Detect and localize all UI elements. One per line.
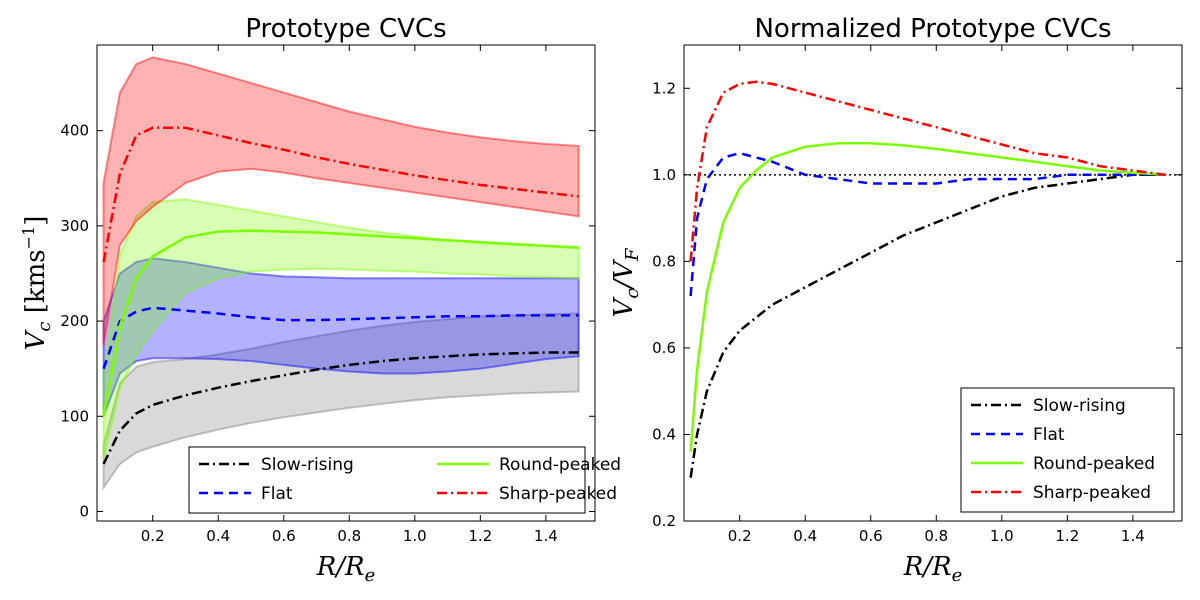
series-line-sharp-peaked: [689, 80, 1166, 262]
left-chart-x-axis-label: R/Re: [316, 552, 376, 586]
left-chart-title: Prototype CVCs: [245, 14, 446, 44]
series-line-sharp-peaked: [102, 126, 579, 263]
x-tick-label: 1.2: [468, 527, 492, 545]
y-tick-label: 0: [79, 502, 89, 520]
right-chart-ticks: 0.2 0.4 0.6 0.8 1.0 1.2 1.4 0.2 0.4 0.6 0.8 1.0 1.2: [652, 45, 1182, 545]
x-tick-label: 0.6: [272, 527, 296, 545]
band-slow-rising: [102, 312, 580, 491]
series-line-flat: [102, 306, 579, 370]
band-sharp-peaked: [102, 56, 580, 346]
y-tick-label: 0.8: [652, 252, 676, 270]
left-chart-frame: [96, 44, 596, 522]
right-chart-frame: [683, 44, 1183, 522]
right-chart-panel: Normalized Prototype CVCs 0.2 0.4 0.6 0.8 1.…: [609, 14, 1183, 586]
legend-label-sharp-peaked: Sharp-peaked: [499, 484, 617, 504]
y-tick-label: 0.4: [652, 425, 676, 443]
legend-label-sharp-peaked: Sharp-peaked: [1033, 483, 1151, 503]
y-tick-label: 100: [60, 407, 89, 425]
left-chart-y-axis-label: Vc [kms−1]: [19, 216, 55, 351]
right-chart-title: Normalized Prototype CVCs: [754, 14, 1111, 44]
x-tick-label: 1.0: [990, 527, 1014, 545]
band-flat: [102, 257, 580, 417]
right-chart-legend: Slow-rising Flat Round-peaked Sharp-peaked: [960, 387, 1175, 513]
y-tick-label: 200: [60, 312, 89, 330]
right-chart-x-axis-label: R/Re: [903, 552, 963, 586]
series-line-round-peaked: [102, 229, 579, 417]
left-chart-lines: [102, 126, 579, 465]
x-tick-label: 1.0: [403, 527, 427, 545]
y-tick-label: 300: [60, 217, 89, 235]
left-chart-bands: [102, 56, 580, 491]
series-line-slow-rising: [102, 351, 579, 465]
legend-box: [188, 446, 586, 514]
y-tick-label: 400: [60, 122, 89, 140]
x-tick-label: 0.8: [924, 527, 948, 545]
x-tick-label: 1.4: [1121, 527, 1145, 545]
x-tick-label: 0.6: [859, 527, 883, 545]
legend-label-flat: Flat: [1033, 425, 1065, 445]
series-line-slow-rising: [689, 173, 1166, 478]
legend-label-slow-rising: Slow-rising: [261, 455, 354, 475]
y-tick-label: 0.2: [652, 512, 676, 530]
x-tick-label: 1.4: [534, 527, 558, 545]
legend-label-slow-rising: Slow-rising: [1033, 396, 1126, 416]
legend-label-round-peaked: Round-peaked: [499, 455, 621, 475]
x-tick-label: 0.2: [728, 527, 752, 545]
x-tick-label: 0.2: [141, 527, 165, 545]
right-chart-lines: [689, 80, 1166, 478]
left-chart-legend: Slow-rising Flat Round-peaked Sharp-peaked: [188, 446, 621, 514]
y-tick-label: 0.6: [652, 339, 676, 357]
series-line-round-peaked: [689, 141, 1166, 452]
x-tick-label: 0.4: [206, 527, 230, 545]
y-tick-label: 1.0: [652, 166, 676, 184]
left-chart-ticks: 0.2 0.4 0.6 0.8 1.0 1.2 1.4 0 100 200 300 400: [60, 45, 595, 545]
right-chart-y-axis-label: Vc/VF: [609, 247, 643, 317]
x-tick-label: 1.2: [1055, 527, 1079, 545]
legend-label-round-peaked: Round-peaked: [1033, 454, 1155, 474]
left-chart-panel: Prototype CVCs 0.2 0.4 0.6 0.8 1.0 1.2 1.4 0 100…: [19, 14, 621, 586]
y-tick-label: 1.2: [652, 79, 676, 97]
band-round-peaked: [102, 198, 580, 460]
legend-label-flat: Flat: [261, 484, 293, 504]
x-tick-label: 0.4: [793, 527, 817, 545]
x-tick-label: 0.8: [337, 527, 361, 545]
